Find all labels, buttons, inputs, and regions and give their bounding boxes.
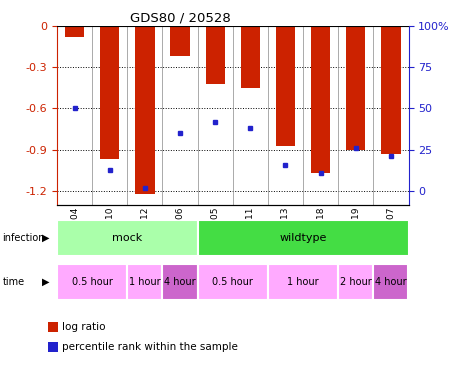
Text: ▶: ▶ xyxy=(42,277,50,287)
Bar xyxy=(206,26,225,83)
Text: 0.5 hour: 0.5 hour xyxy=(72,277,113,287)
Text: 1 hour: 1 hour xyxy=(129,277,161,287)
Bar xyxy=(268,264,338,300)
Bar xyxy=(162,264,198,300)
Bar xyxy=(57,264,127,300)
Bar xyxy=(198,264,268,300)
Text: log ratio: log ratio xyxy=(62,322,105,332)
Text: percentile rank within the sample: percentile rank within the sample xyxy=(62,342,238,352)
Bar xyxy=(311,26,330,173)
Bar xyxy=(346,26,365,150)
Text: ▶: ▶ xyxy=(42,233,50,243)
Text: 1 hour: 1 hour xyxy=(287,277,319,287)
Bar xyxy=(276,26,295,146)
Bar xyxy=(241,26,260,88)
Bar xyxy=(65,26,84,37)
Bar xyxy=(373,264,408,300)
Text: 2 hour: 2 hour xyxy=(340,277,371,287)
Text: infection: infection xyxy=(2,233,45,243)
Title: GDS80 / 20528: GDS80 / 20528 xyxy=(130,11,230,25)
Bar xyxy=(135,26,154,194)
Bar xyxy=(57,220,198,256)
Bar xyxy=(198,220,408,256)
Text: time: time xyxy=(2,277,25,287)
Text: wildtype: wildtype xyxy=(279,233,327,243)
Text: mock: mock xyxy=(112,233,142,243)
Text: 0.5 hour: 0.5 hour xyxy=(212,277,253,287)
Bar xyxy=(381,26,400,154)
Bar xyxy=(100,26,119,160)
Bar xyxy=(171,26,190,56)
Text: 4 hour: 4 hour xyxy=(375,277,407,287)
Bar xyxy=(338,264,373,300)
Text: 4 hour: 4 hour xyxy=(164,277,196,287)
Bar xyxy=(127,264,162,300)
